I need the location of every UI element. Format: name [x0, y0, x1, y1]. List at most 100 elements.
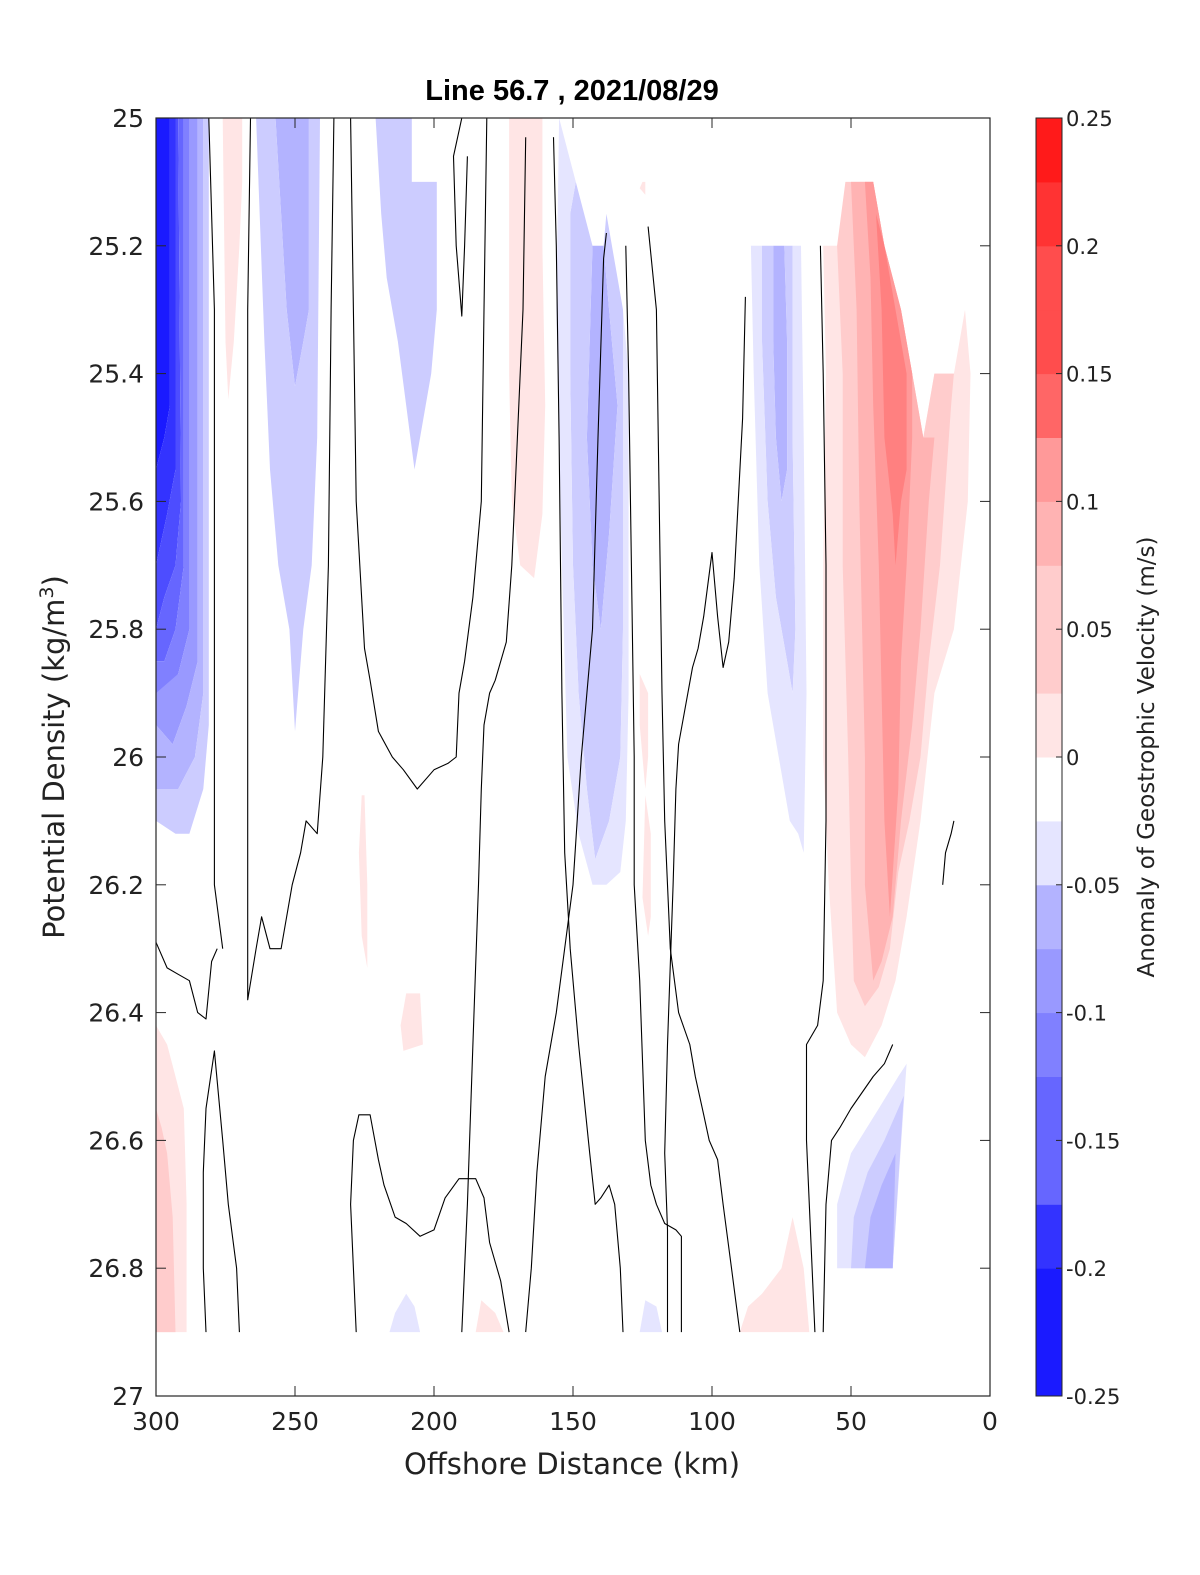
- filled-region-23: [876, 213, 907, 566]
- zero-contour-7: [461, 137, 527, 1333]
- zero-contour-14: [805, 245, 827, 1333]
- colorbar-bin: [1036, 1076, 1062, 1141]
- filled-region-32: [642, 795, 651, 936]
- zero-contour-9: [552, 137, 624, 1333]
- filled-region-7: [156, 118, 209, 834]
- colorbar-tick-label: -0.05: [1066, 874, 1120, 898]
- y-tick-label: 25.8: [88, 615, 144, 644]
- filled-region-6: [156, 118, 204, 789]
- filled-region-10: [375, 118, 437, 470]
- filled-region-12: [509, 118, 546, 579]
- filled-region-30: [358, 795, 368, 968]
- y-tick-label: 26.4: [88, 999, 144, 1028]
- colorbar-bin: [1036, 309, 1062, 375]
- filled-region-33: [639, 673, 649, 789]
- filled-region-2: [156, 118, 181, 630]
- filled-region-14: [570, 181, 623, 860]
- filled-region-37: [639, 1300, 662, 1333]
- filled-region-25: [156, 1108, 176, 1333]
- filled-region-31: [400, 993, 423, 1051]
- colorbar-bin: [1036, 948, 1062, 1014]
- colorbar-bin: [1036, 1012, 1062, 1077]
- y-tick-label: 26.8: [88, 1254, 144, 1283]
- x-tick-label: 150: [549, 1407, 597, 1436]
- colorbar-bin: [1036, 437, 1062, 502]
- filled-region-15: [556, 118, 629, 885]
- filled-region-29: [739, 1217, 810, 1333]
- colorbar-bin: [1036, 1268, 1062, 1333]
- colorbar-bin: [1036, 1332, 1062, 1397]
- x-axis-label: Offshore Distance (km): [404, 1447, 740, 1481]
- colorbar-tick-label: 0.2: [1066, 235, 1099, 259]
- y-tick-label: 25.2: [88, 232, 144, 261]
- zero-contour-3: [452, 118, 468, 317]
- colorbar-label: Anomaly of Geostrophic Velocity (m/s): [1134, 537, 1160, 978]
- colorbar-tick-label: 0.05: [1066, 618, 1113, 642]
- colorbar-bin: [1036, 181, 1062, 247]
- x-tick-label: 0: [982, 1407, 998, 1436]
- colorbar-bin: [1036, 1140, 1062, 1205]
- colorbar-tick-label: -0.1: [1066, 1002, 1107, 1026]
- zero-contour-6: [350, 1114, 510, 1333]
- y-tick-label: 26.2: [88, 871, 144, 900]
- colorbar-tick-label: 0.15: [1066, 363, 1113, 387]
- filled-region-35: [389, 1293, 421, 1333]
- colorbar-tick-label: 0: [1066, 746, 1079, 770]
- y-axis-ticks: 25 25.2 25.4 25.6 25.8 26 26.2 26.4 26.6 26.8 27: [88, 104, 990, 1411]
- colorbar: [1036, 118, 1062, 1397]
- zero-contour-13: [647, 226, 741, 1333]
- colorbar-tick-label: -0.15: [1066, 1129, 1120, 1153]
- zero-contour-lines: [156, 118, 955, 1333]
- zero-contour-15: [942, 820, 955, 885]
- colorbar-bin: [1036, 757, 1062, 822]
- velocity-anomaly-fills: [156, 118, 971, 1333]
- filled-region-16: [773, 245, 788, 502]
- y-tick-label: 25: [112, 104, 144, 133]
- filled-region-13: [586, 245, 618, 630]
- zero-contour-0: [208, 118, 224, 949]
- filled-region-0: [156, 118, 170, 470]
- zero-contour-10: [625, 245, 682, 1333]
- zero-contour-11: [664, 296, 746, 1333]
- filled-region-4: [156, 118, 190, 694]
- filled-region-5: [156, 118, 198, 745]
- colorbar-tick-label: -0.2: [1066, 1257, 1107, 1281]
- zero-contour-1: [247, 118, 335, 1001]
- filled-region-1: [156, 118, 176, 566]
- filled-region-18: [750, 245, 807, 853]
- x-tick-label: 50: [835, 1407, 867, 1436]
- filled-region-3: [156, 118, 184, 662]
- y-axis-label-superscript: 3: [36, 586, 58, 598]
- filled-region-34: [639, 181, 646, 195]
- colorbar-bin: [1036, 820, 1062, 886]
- y-axis-label: Potential Density (kg/m3): [36, 575, 71, 939]
- zero-contour-5: [202, 1050, 240, 1333]
- x-tick-label: 200: [410, 1407, 458, 1436]
- colorbar-bin: [1036, 629, 1062, 694]
- filled-region-9: [256, 118, 320, 732]
- y-axis-label-main: Potential Density (kg/m: [37, 599, 71, 939]
- colorbar-bin: [1036, 693, 1062, 758]
- colorbar-bin: [1036, 1204, 1062, 1269]
- colorbar-tick-label: -0.25: [1066, 1385, 1120, 1409]
- y-tick-label: 25.6: [88, 487, 144, 516]
- filled-region-8: [275, 118, 309, 387]
- zero-contour-12: [822, 1044, 894, 1333]
- zero-contour-8: [525, 232, 607, 1333]
- colorbar-bin: [1036, 565, 1062, 630]
- x-tick-label: 100: [688, 1407, 736, 1436]
- zero-contour-2: [350, 118, 488, 790]
- chart-title: Line 56.7 , 2021/08/29: [425, 75, 718, 107]
- colorbar-bin: [1036, 245, 1062, 311]
- filled-region-11: [222, 118, 243, 400]
- colorbar-bin: [1036, 118, 1062, 183]
- y-tick-label: 27: [112, 1382, 144, 1411]
- colorbar-tick-label: 0.25: [1066, 107, 1113, 131]
- colorbar-tick-label: 0.1: [1066, 490, 1099, 514]
- y-axis-label-close: ): [37, 575, 71, 586]
- filled-region-36: [475, 1300, 504, 1333]
- y-tick-label: 26.6: [88, 1126, 144, 1155]
- colorbar-bin: [1036, 884, 1062, 950]
- x-axis-ticks: 300 250 200 150 100 50 0: [132, 118, 998, 1436]
